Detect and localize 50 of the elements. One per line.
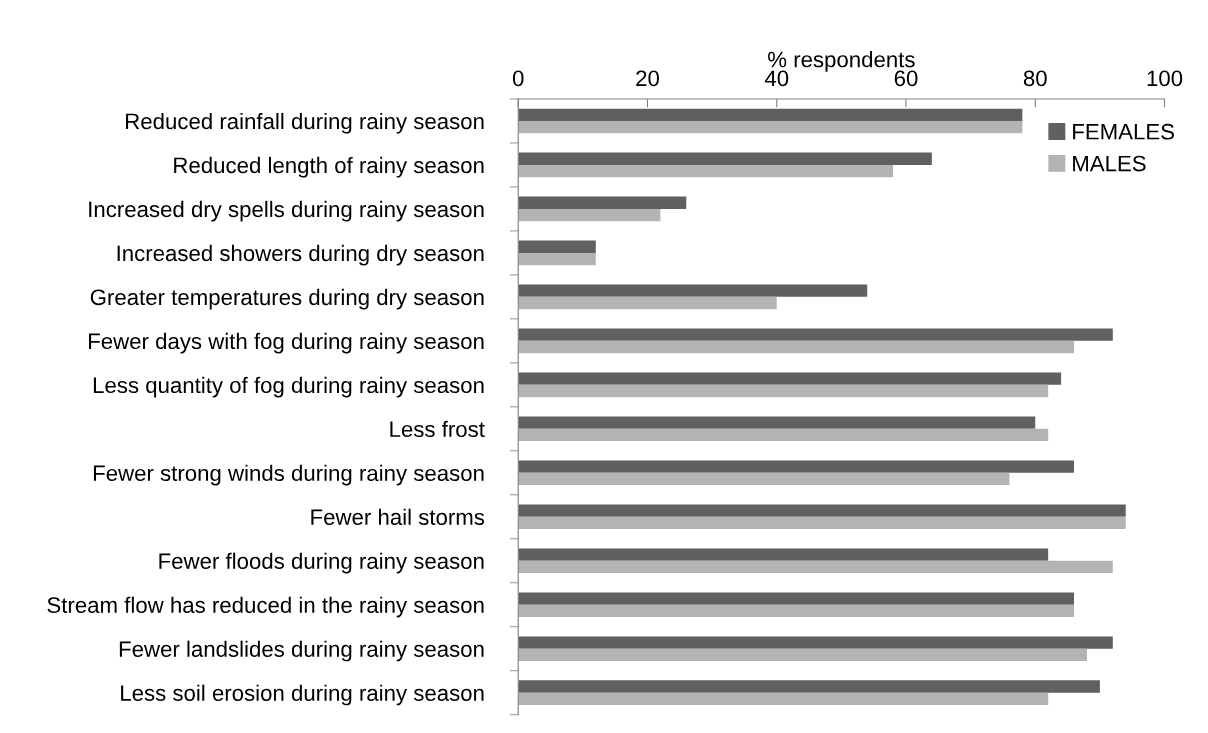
- bar: [518, 560, 1113, 574]
- x-tick-label: 100: [1147, 70, 1183, 87]
- bar: [518, 692, 1049, 705]
- y-tick-label: Increased dry spells during rainy season: [89, 200, 484, 222]
- y-tick-label: Fewer strong winds during rainy season: [93, 464, 484, 486]
- bar: [518, 516, 1126, 530]
- bar: [518, 416, 1036, 429]
- y-tick-label: Stream flow has reduced in the rainy season: [47, 596, 484, 618]
- bar: [518, 504, 1126, 517]
- bar: [518, 284, 868, 297]
- y-tick-label: Reduced rainfall during rainy season: [126, 112, 484, 134]
- bar: [518, 152, 932, 165]
- bar: [518, 384, 1049, 398]
- y-tick-label: Less soil erosion during rainy season: [121, 684, 484, 706]
- y-tick-label: Fewer floods during rainy season: [159, 552, 484, 574]
- bar: [518, 636, 1113, 649]
- bar: [518, 108, 1023, 121]
- y-tick-label: Fewer landslides during rainy season: [119, 640, 484, 662]
- bar: [518, 472, 1010, 486]
- legend-label: MALES: [1073, 155, 1146, 172]
- bar: [518, 592, 1075, 605]
- y-tick-label: Fewer hail storms: [311, 508, 485, 526]
- legend-label: FEMALES: [1073, 123, 1174, 140]
- y-tick-label: Increased showers during dry season: [117, 244, 484, 266]
- bar: [518, 196, 687, 209]
- bar: [518, 208, 661, 222]
- bar: [518, 328, 1113, 341]
- bar: [518, 548, 1049, 561]
- bar: [518, 460, 1075, 473]
- bar: [518, 164, 894, 178]
- y-tick-label: Less quantity of fog during rainy season: [93, 376, 484, 398]
- y-tick-label: Less frost: [390, 420, 485, 438]
- bar: [518, 604, 1075, 618]
- bar: [518, 296, 777, 310]
- x-tick-label: 60: [894, 70, 918, 87]
- bar: [518, 340, 1075, 354]
- bar: [518, 240, 596, 253]
- x-tick-label: 40: [764, 70, 789, 87]
- bar: [518, 428, 1049, 442]
- bar: [518, 372, 1062, 385]
- bar: [518, 648, 1087, 662]
- y-tick-label: Fewer days with fog during rainy season: [89, 332, 484, 354]
- x-tick-label: 0: [512, 70, 524, 87]
- x-tick-label: 20: [636, 70, 659, 87]
- bar: [518, 252, 596, 266]
- x-tick-label: 80: [1023, 70, 1047, 87]
- bar: [518, 120, 1023, 134]
- y-tick-label: Greater temperatures during dry season: [90, 288, 484, 310]
- bar: [518, 680, 1100, 693]
- y-tick-label: Reduced length of rainy season: [174, 156, 484, 178]
